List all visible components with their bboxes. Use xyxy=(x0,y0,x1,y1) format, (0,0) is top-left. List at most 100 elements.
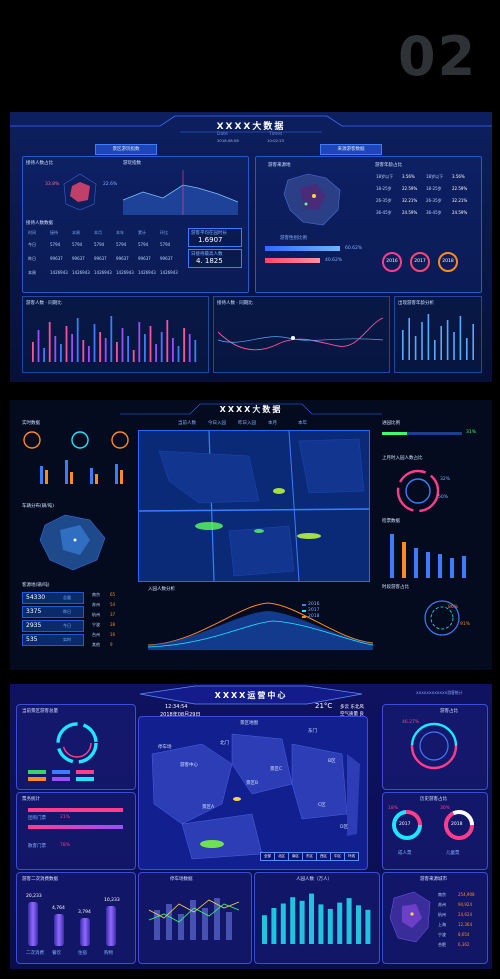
filter-item[interactable]: 本月 xyxy=(268,421,277,426)
receive-trend-title: 接待人数 · 同期比 xyxy=(217,301,253,306)
table-header-cell: 本年 xyxy=(116,230,124,235)
tab-tour-index[interactable]: 景区游玩指数 xyxy=(95,144,157,155)
table-header-cell: 接待 xyxy=(50,230,58,235)
cylinder-bar xyxy=(80,918,90,946)
header-frame-2 xyxy=(120,403,382,415)
radar-chart xyxy=(63,173,97,211)
revenue-panel xyxy=(382,704,488,790)
map-tab[interactable]: 南区 xyxy=(288,852,303,861)
age-analysis-bars xyxy=(402,314,474,360)
age-bars xyxy=(262,893,371,944)
age-row-label: 18岁以下 xyxy=(376,174,394,179)
age-bar xyxy=(299,900,305,944)
year-ring-label: 2017 xyxy=(414,259,426,264)
dashboard2-title: XXXX大数据 xyxy=(219,405,283,414)
filter-item[interactable]: 本年 xyxy=(298,421,307,426)
age-analysis-bar xyxy=(427,314,430,360)
age-analysis-bar xyxy=(421,322,423,360)
table-cell: 99637 xyxy=(116,256,129,261)
map-tab[interactable]: 全部 xyxy=(260,852,275,861)
side-label: 其他 xyxy=(92,642,100,647)
age-bar xyxy=(337,902,343,944)
donut-2018 xyxy=(444,810,474,840)
table-header-cell: 时间 xyxy=(28,230,36,235)
map-place-label: 北门 xyxy=(220,741,229,746)
trend-bar xyxy=(127,336,129,362)
filter-item[interactable]: 今日入园 xyxy=(208,421,226,426)
map-place-label: B区 xyxy=(328,759,336,764)
heat-wave xyxy=(147,602,374,650)
month-title: 上月时入园人数占比 xyxy=(382,456,423,461)
trend-bar xyxy=(155,344,157,362)
table-cell: 今日 xyxy=(28,242,36,247)
heat-map[interactable] xyxy=(138,430,370,582)
age-row-label: 18-25岁 xyxy=(376,186,392,191)
trend-bar xyxy=(76,318,79,362)
map-tab[interactable]: 中区 xyxy=(330,852,345,861)
stat-row: 54330 总量 xyxy=(22,592,84,604)
year-ring-label: 2016 xyxy=(386,259,398,264)
dashboard3-title: XXXX运营中心 xyxy=(214,691,288,700)
source-val: 254,908 xyxy=(458,892,475,897)
heat-title: 入园人数分析 xyxy=(148,587,175,592)
filter-item[interactable]: 当前人数 xyxy=(178,421,196,426)
vehicle-map-title: 车辆分布(辆/吨) xyxy=(22,504,55,509)
parking-chart xyxy=(148,898,240,940)
time-label: Times xyxy=(269,132,283,137)
map-tab[interactable]: 北区 xyxy=(274,852,289,861)
age-row-pct: 24.59% xyxy=(452,210,468,215)
source-city: 杭州 xyxy=(438,912,446,917)
stat-unit: 今日 xyxy=(63,623,71,628)
visitors-title: 当前景区游客总量 xyxy=(22,709,58,714)
cylinder-bar xyxy=(106,906,116,946)
kpi-receive-value: 4. 1825 xyxy=(196,257,223,265)
table-cell: 1426943 xyxy=(138,270,156,275)
table-cell: 5794 xyxy=(138,242,149,247)
age-analysis-bar xyxy=(414,336,417,360)
age-bar xyxy=(356,905,361,944)
age-bar xyxy=(309,893,314,944)
map-tab[interactable]: 环线 xyxy=(344,852,359,861)
ticket-pct-2: 78% xyxy=(60,843,71,848)
receive-ratio-title: 接待人数占比 xyxy=(26,161,53,166)
age-analysis-bar xyxy=(408,318,410,360)
legend-b: 儿童票 xyxy=(446,851,460,856)
ratio-track xyxy=(382,432,462,435)
source-city: 南京 xyxy=(438,892,446,897)
age-row-label: 26-35岁 xyxy=(426,198,442,203)
source-val: 94,924 xyxy=(458,902,472,907)
cylinder-bar xyxy=(28,902,38,946)
realtime-title: 实时数据 xyxy=(22,421,40,426)
side-label: 苏州 xyxy=(92,602,100,607)
time-title: 时段游客占比 xyxy=(382,585,409,590)
ticket-bar-1 xyxy=(28,808,123,812)
ring-pct-3: 86% xyxy=(448,605,459,610)
map-tab[interactable]: 西区 xyxy=(316,852,331,861)
filter-item[interactable]: 昨日入园 xyxy=(238,421,256,426)
header-frame-3 xyxy=(139,685,363,705)
source-city: 宁波 xyxy=(438,932,446,937)
donut-2017 xyxy=(392,810,422,840)
source-map-3 xyxy=(389,891,431,943)
trend-bar xyxy=(110,316,113,362)
year-ring: 2016 xyxy=(382,252,402,272)
cylinder-label: 二次消费 xyxy=(26,951,44,956)
donut-pct-1: 18% xyxy=(388,806,399,811)
heat-legend-swatch xyxy=(302,604,306,606)
trend-panel xyxy=(22,296,209,373)
side-value: 37 xyxy=(110,612,116,617)
map-tab[interactable]: 东区 xyxy=(302,852,317,861)
ticket-label-1: 团购门票 xyxy=(28,816,46,821)
ring-pct-1: 32% xyxy=(440,477,451,482)
trend-bar xyxy=(172,338,174,362)
age-title: 人园人数（万人） xyxy=(296,877,332,882)
trend-bar xyxy=(37,330,40,362)
legend-a: 成人票 xyxy=(398,851,412,856)
side-value: 28 xyxy=(110,622,116,627)
tab-source[interactable]: 来源游客数据 xyxy=(320,144,382,155)
age-analysis-bar xyxy=(466,338,468,360)
source-city: 苏州 xyxy=(438,902,446,907)
pct-b: 22.6% xyxy=(103,182,118,187)
ticket-pct-1: 21% xyxy=(60,815,71,820)
ticket-bars xyxy=(390,534,466,578)
